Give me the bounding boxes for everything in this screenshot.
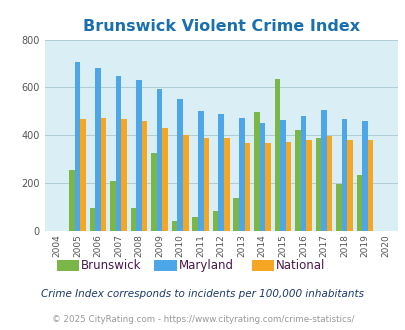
Bar: [305, 140, 311, 231]
Text: Brunswick: Brunswick: [81, 259, 141, 272]
Title: Brunswick Violent Crime Index: Brunswick Violent Crime Index: [83, 19, 359, 34]
Bar: [110, 181, 115, 231]
Text: Maryland: Maryland: [178, 259, 233, 272]
Bar: [233, 198, 239, 231]
Bar: [320, 110, 326, 231]
Bar: [80, 118, 85, 231]
Bar: [254, 112, 259, 231]
Bar: [224, 138, 229, 231]
Bar: [171, 221, 177, 231]
Bar: [341, 118, 346, 231]
Bar: [142, 121, 147, 231]
Bar: [264, 144, 270, 231]
Bar: [183, 135, 188, 231]
Bar: [95, 68, 100, 231]
Bar: [279, 120, 285, 231]
Bar: [69, 171, 75, 231]
Bar: [151, 152, 156, 231]
Bar: [121, 118, 127, 231]
Bar: [315, 138, 320, 231]
Bar: [100, 117, 106, 231]
Bar: [294, 130, 300, 231]
Bar: [162, 128, 168, 231]
Bar: [198, 112, 203, 231]
Bar: [274, 79, 279, 231]
Bar: [90, 208, 95, 231]
Bar: [285, 142, 290, 231]
Text: © 2025 CityRating.com - https://www.cityrating.com/crime-statistics/: © 2025 CityRating.com - https://www.city…: [51, 315, 354, 324]
Bar: [244, 143, 249, 231]
Bar: [259, 123, 264, 231]
Bar: [192, 217, 198, 231]
Bar: [203, 138, 209, 231]
Bar: [300, 116, 305, 231]
Bar: [218, 115, 224, 231]
Text: National: National: [275, 259, 325, 272]
Text: Crime Index corresponds to incidents per 100,000 inhabitants: Crime Index corresponds to incidents per…: [41, 289, 364, 299]
Bar: [213, 211, 218, 231]
Bar: [361, 121, 367, 231]
Bar: [177, 99, 183, 231]
Bar: [367, 140, 373, 231]
Bar: [75, 62, 80, 231]
Bar: [346, 140, 352, 231]
Bar: [335, 184, 341, 231]
Bar: [239, 118, 244, 231]
Bar: [136, 80, 142, 231]
Bar: [130, 208, 136, 231]
Bar: [156, 89, 162, 231]
Bar: [326, 136, 331, 231]
Bar: [356, 176, 361, 231]
Bar: [115, 76, 121, 231]
